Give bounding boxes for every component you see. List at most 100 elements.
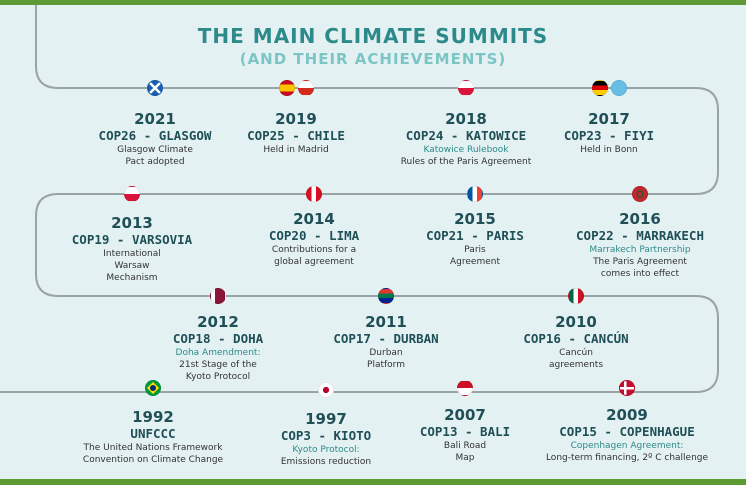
- scotland-flag-icon: [147, 80, 163, 96]
- summit-name: COP17 - DURBAN: [333, 331, 439, 346]
- summit-description: Cancún agreements: [548, 348, 604, 370]
- flag-group: [318, 382, 334, 398]
- summit-description: Held in Bonn: [580, 145, 638, 155]
- flag-group: [378, 288, 394, 304]
- brazil-flag-icon: [145, 380, 161, 396]
- summit-name: COP13 - BALI: [419, 424, 511, 439]
- bottom-bar: [0, 479, 746, 485]
- japan-flag-icon: [318, 382, 334, 398]
- summit-item: 2018 COP24 - KATOWICE Katowice Rulebook Rul…: [376, 110, 556, 168]
- summit-name: COP16 - CANCÚN: [523, 331, 629, 346]
- summit-item: 2009 COP15 - COPENHAGUE Copenhagen Agreeme…: [537, 406, 717, 464]
- flag-group: [467, 186, 483, 202]
- flag-group: [632, 186, 648, 202]
- mexico-flag-icon: [568, 288, 584, 304]
- summit-description: Contributions for a global agreement: [271, 245, 357, 267]
- flag-group: [457, 380, 473, 396]
- flag-group: [278, 80, 314, 96]
- summit-name: COP26 - GLASGOW: [98, 128, 212, 143]
- summit-name: COP22 - MARRAKECH: [576, 228, 704, 243]
- summit-year: 2009: [606, 406, 648, 424]
- summit-name: COP19 - VARSOVIA: [71, 232, 193, 247]
- summit-item: 2011 COP17 - DURBAN Durban Platform: [296, 313, 476, 371]
- summit-name: COP23 - FIYI: [563, 128, 655, 143]
- summit-highlight: Doha Amendment:: [175, 348, 261, 358]
- summit-item: 2007 COP13 - BALI Bali Road Map: [375, 406, 555, 464]
- page-title: THE MAIN CLIMATE SUMMITS: [197, 24, 549, 48]
- summit-year: 2012: [197, 313, 239, 331]
- summit-name: COP20 - LIMA: [268, 228, 360, 243]
- chile-flag-icon: [297, 80, 314, 96]
- summit-year: 1992: [132, 408, 174, 426]
- summit-description: International Warsaw Mechanism: [103, 249, 161, 283]
- flag-group: [619, 380, 635, 396]
- summit-year: 2021: [134, 110, 176, 128]
- summit-highlight: Copenhagen Agreement:: [570, 441, 684, 451]
- summit-item: 2019 COP25 - CHILE Held in Madrid: [206, 110, 386, 156]
- summit-year: 2015: [454, 210, 496, 228]
- poland-flag-icon: [124, 186, 140, 202]
- flag-group: [306, 186, 322, 202]
- summit-item: 2016 COP22 - MARRAKECH Marrakech Partnersh…: [550, 210, 730, 280]
- peru-flag-icon: [306, 186, 322, 202]
- south-africa-flag-icon: [378, 288, 394, 304]
- summit-item: 1992 UNFCCC The United Nations Framework C…: [63, 408, 243, 466]
- flag-group: [458, 80, 474, 96]
- summit-description: 21st Stage of the Kyoto Protocol: [179, 360, 257, 382]
- summit-description: Paris Agreement: [450, 245, 500, 267]
- summit-description: The United Nations Framework Convention …: [82, 443, 224, 465]
- summit-item: 2012 COP18 - DOHA Doha Amendment: 21st Stag…: [128, 313, 308, 383]
- flag-group: [147, 80, 163, 96]
- flag-group: [210, 288, 226, 304]
- summit-name: COP3 - KIOTO: [280, 428, 372, 443]
- summit-highlight: Kyoto Protocol:: [292, 445, 360, 455]
- flag-group: [145, 380, 161, 396]
- summit-item: 2010 COP16 - CANCÚN Cancún agreements: [486, 313, 666, 371]
- summit-name: COP15 - COPENHAGUE: [559, 424, 695, 439]
- summit-year: 2014: [293, 210, 335, 228]
- summit-name: COP21 - PARIS: [426, 228, 524, 243]
- morocco-flag-icon: [632, 186, 648, 202]
- flag-group: [568, 288, 584, 304]
- summit-description: Durban Platform: [367, 348, 405, 370]
- summit-year: 2013: [111, 214, 153, 232]
- summit-item: 2013 COP19 - VARSOVIA International Warsaw…: [42, 214, 222, 284]
- summit-highlight: Marrakech Partnership: [589, 245, 691, 255]
- summit-description: Glasgow Climate Pact adopted: [117, 145, 193, 167]
- summit-highlight: Katowice Rulebook: [423, 145, 509, 155]
- summit-name: UNFCCC: [130, 426, 176, 441]
- summit-item: 1997 COP3 - KIOTO Kyoto Protocol: Emissions…: [236, 410, 416, 468]
- summit-year: 2011: [365, 313, 407, 331]
- summit-name: COP25 - CHILE: [247, 128, 345, 143]
- summit-item: 2021 COP26 - GLASGOW Glasgow Climate Pact …: [65, 110, 245, 168]
- summit-year: 2019: [275, 110, 317, 128]
- summit-year: 2010: [555, 313, 597, 331]
- indonesia-flag-icon: [457, 380, 473, 396]
- poland-flag-icon: [458, 80, 474, 96]
- fiji-flag-icon: [610, 80, 627, 96]
- summit-item: 2017 COP23 - FIYI Held in Bonn: [519, 110, 699, 156]
- denmark-flag-icon: [619, 380, 635, 396]
- germany-flag-icon: [591, 80, 608, 96]
- summit-item: 2014 COP20 - LIMA Contributions for a glob…: [224, 210, 404, 268]
- summit-description: Bali Road Map: [443, 441, 487, 463]
- france-flag-icon: [467, 186, 483, 202]
- top-bar: [0, 0, 746, 5]
- summit-year: 2016: [619, 210, 661, 228]
- summit-year: 2007: [444, 406, 486, 424]
- summit-year: 2017: [588, 110, 630, 128]
- spain-flag-icon: [278, 80, 295, 96]
- page-subtitle: (AND THEIR ACHIEVEMENTS): [239, 50, 507, 68]
- summit-name: COP18 - DOHA: [172, 331, 264, 346]
- flag-group: [124, 186, 140, 202]
- summit-description: Held in Madrid: [263, 145, 329, 155]
- summit-year: 2018: [445, 110, 487, 128]
- summit-description: The Paris Agreement comes into effect: [593, 257, 687, 279]
- summit-description: Emissions reduction: [280, 457, 372, 467]
- summit-item: 2015 COP21 - PARIS Paris Agreement: [385, 210, 565, 268]
- summit-year: 1997: [305, 410, 347, 428]
- summit-description: Rules of the Paris Agreement: [400, 157, 532, 167]
- flag-group: [591, 80, 627, 96]
- summit-description: Long-term financing, 2º C challenge: [545, 453, 709, 463]
